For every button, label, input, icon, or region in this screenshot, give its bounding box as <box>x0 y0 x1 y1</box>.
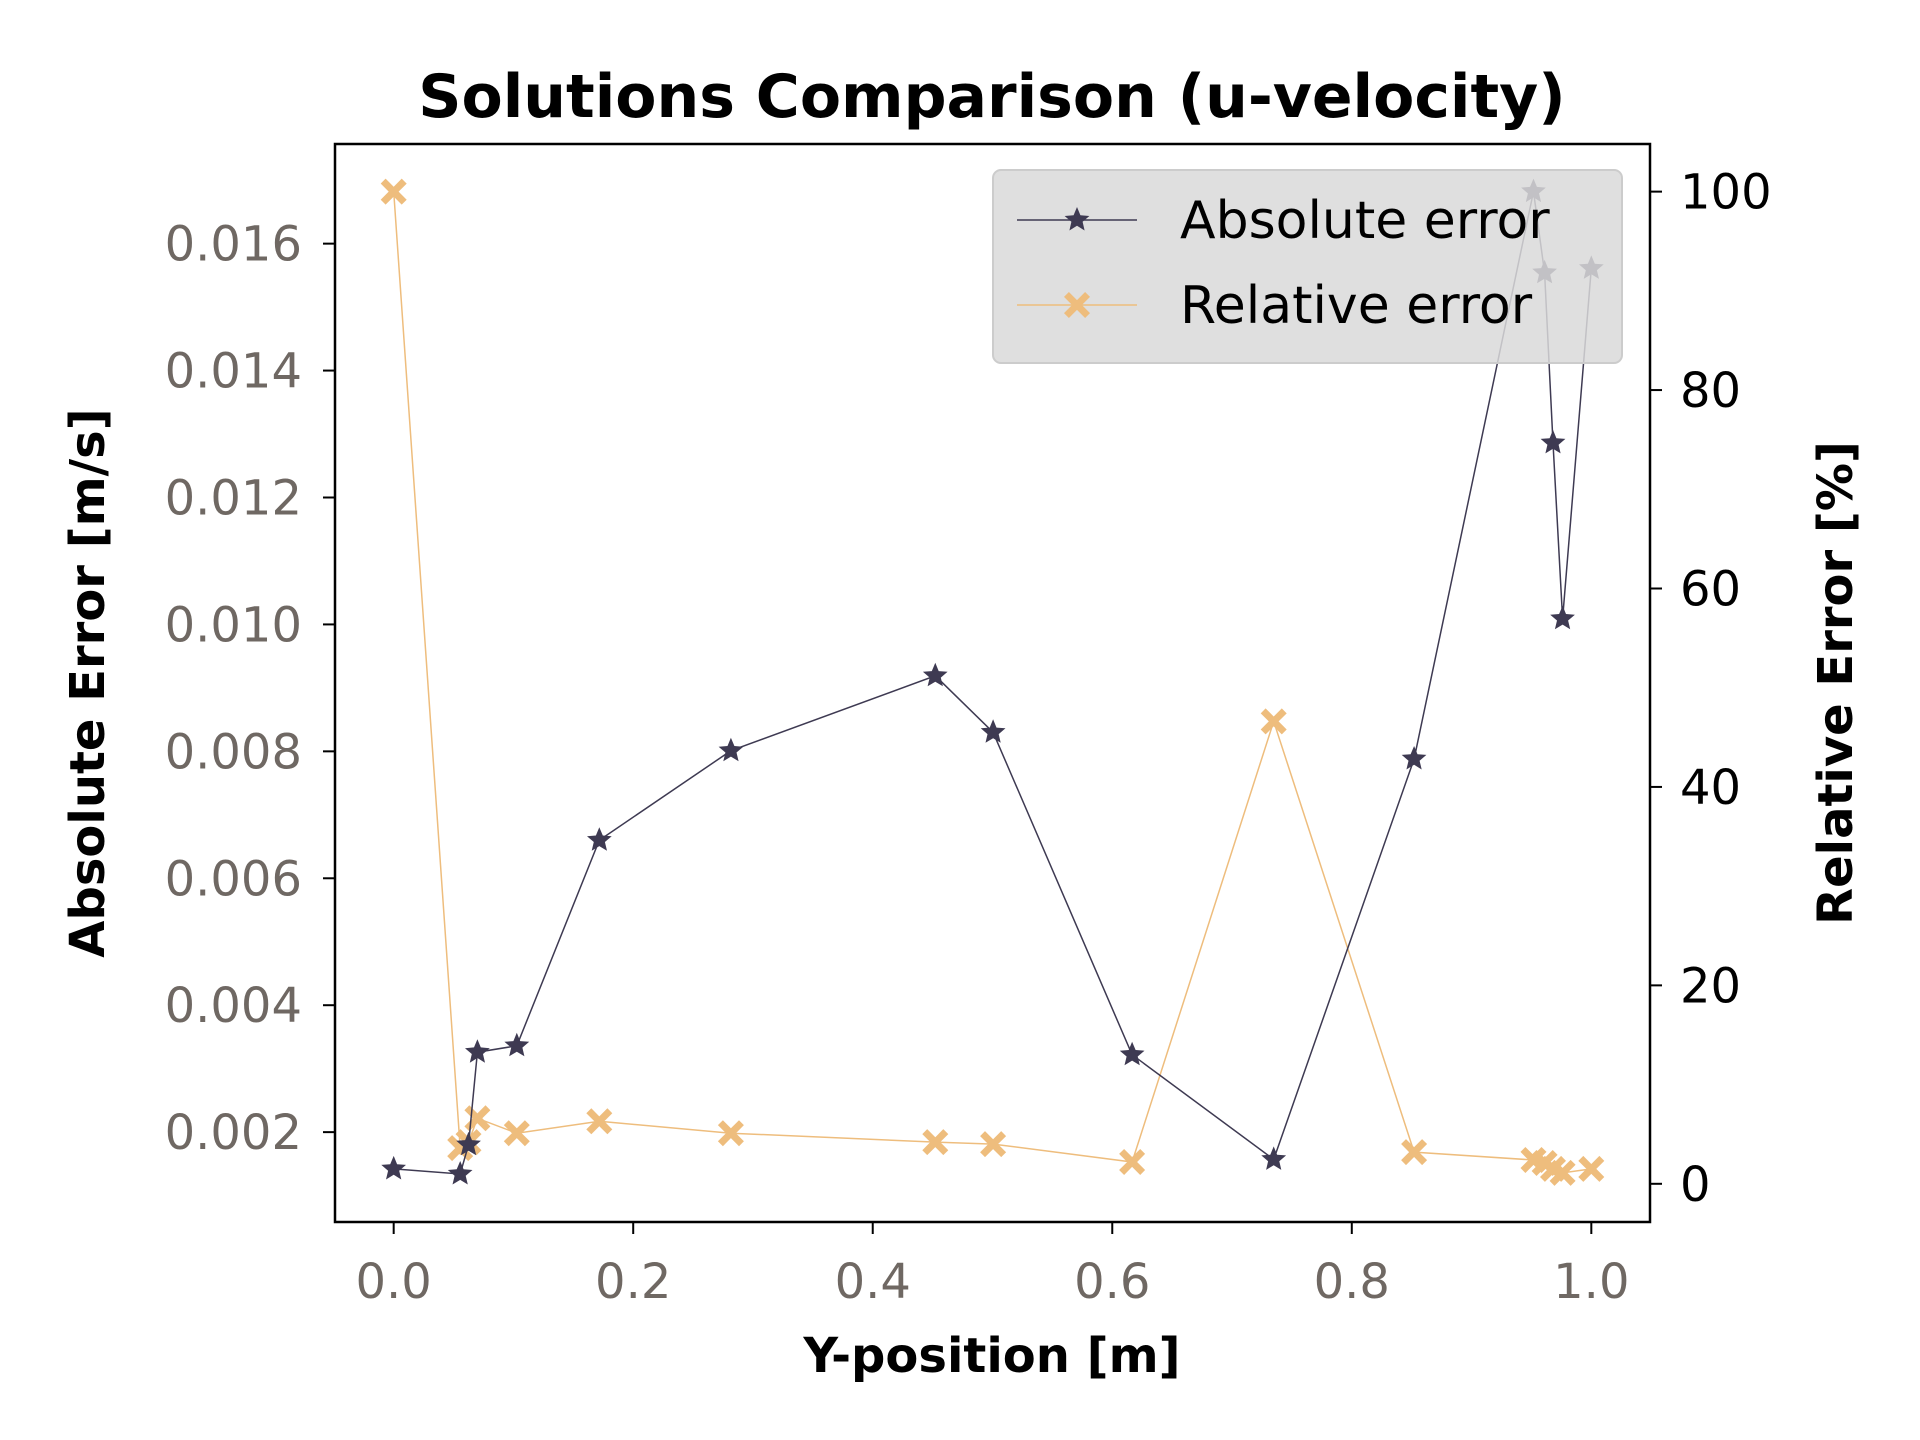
data-point-x <box>1578 1155 1605 1182</box>
x-axis-label: Y-position [m] <box>802 1328 1180 1384</box>
data-point-star <box>1550 605 1575 630</box>
data-point-star <box>504 1032 530 1057</box>
x-tick-label: 0.2 <box>595 1254 671 1310</box>
legend-x-marker-icon <box>1064 292 1090 318</box>
x-tick-label: 1.0 <box>1553 1254 1629 1310</box>
data-point-x <box>464 1105 491 1132</box>
legend-label-absolute: Absolute error <box>1180 191 1550 251</box>
x-tick-label: 0.4 <box>835 1254 911 1310</box>
y-right-tick-label: 80 <box>1680 363 1741 419</box>
data-point-x <box>380 178 407 205</box>
y-right-tick-label: 100 <box>1680 165 1772 221</box>
y-tick-label: 0.012 <box>165 470 302 526</box>
data-point-star <box>1119 1041 1145 1066</box>
data-point-x <box>503 1120 530 1147</box>
data-point-x <box>922 1129 949 1156</box>
data-point-star <box>718 737 744 762</box>
x-tick-label: 0.8 <box>1314 1254 1390 1310</box>
data-point-star <box>465 1039 490 1063</box>
y-axis-label-right: Relative Error [%] <box>1808 441 1864 925</box>
data-point-x <box>1119 1149 1146 1175</box>
data-point-x <box>1260 708 1287 735</box>
axes-frame <box>333 142 1652 1224</box>
y-tick-label: 0.008 <box>165 724 302 780</box>
y-right-tick-label: 60 <box>1680 561 1741 617</box>
data-point-x <box>586 1108 613 1135</box>
data-point-star <box>922 662 948 687</box>
y-axis-label-left: Absolute Error [m/s] <box>60 408 116 957</box>
data-point-x <box>980 1131 1007 1158</box>
data-point-x <box>717 1120 744 1147</box>
data-point-x <box>1401 1139 1428 1166</box>
x-marker-icon <box>1064 292 1090 318</box>
data-point-x <box>1549 1159 1576 1186</box>
data-point-star <box>456 1131 481 1156</box>
y-axis-right: 0 20 40 60 80 100 <box>1650 165 1772 1213</box>
y-right-tick-label: 0 <box>1680 1157 1711 1213</box>
y-tick-label: 0.010 <box>165 597 302 653</box>
y-tick-label: 0.004 <box>165 978 302 1034</box>
y-tick-label: 0.006 <box>165 851 302 907</box>
data-point-star <box>1540 429 1566 454</box>
legend: Absolute error Relative error <box>992 169 1623 364</box>
y-axis-left: 0.002 0.004 0.006 0.008 0.010 0.012 0.014 0.016 <box>165 217 335 1161</box>
legend-box <box>992 169 1623 364</box>
data-point-star <box>587 827 612 851</box>
legend-label-relative: Relative error <box>1180 276 1533 336</box>
data-point-star <box>980 719 1006 743</box>
series-relative-error <box>380 178 1605 1186</box>
y-tick-label: 0.014 <box>165 344 302 400</box>
star-icon <box>1064 207 1090 231</box>
data-point-star <box>1401 746 1427 770</box>
data-point-star <box>447 1161 473 1185</box>
legend-star-icon <box>1064 207 1090 231</box>
x-axis: 0.0 0.2 0.4 0.6 0.8 1.0 <box>356 1222 1629 1310</box>
x-tick-label: 0.0 <box>356 1254 432 1310</box>
y-right-tick-label: 40 <box>1680 760 1741 816</box>
chart-title: Solutions Comparison (u-velocity) <box>418 62 1565 132</box>
x-tick-label: 0.6 <box>1074 1254 1150 1310</box>
y-tick-label: 0.002 <box>165 1105 302 1161</box>
data-point-star <box>1261 1146 1287 1170</box>
y-right-tick-label: 20 <box>1680 958 1741 1014</box>
y-tick-label: 0.016 <box>165 217 302 273</box>
data-point-star <box>381 1155 406 1180</box>
